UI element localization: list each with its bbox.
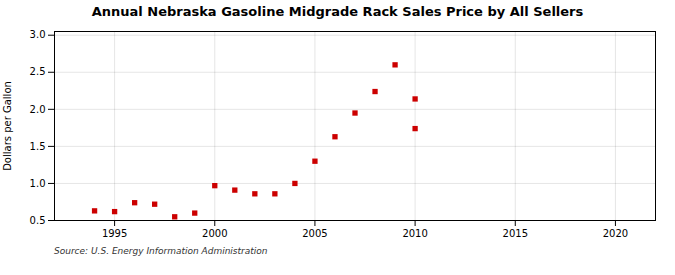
svg-text:2015: 2015 xyxy=(503,228,528,239)
svg-text:0.5: 0.5 xyxy=(30,215,46,226)
svg-text:3.0: 3.0 xyxy=(30,29,46,40)
svg-text:2.0: 2.0 xyxy=(30,104,46,115)
svg-text:2010: 2010 xyxy=(402,228,427,239)
svg-text:2020: 2020 xyxy=(603,228,628,239)
html-text:Annual Nebraska Gasoline Midgr: Annual Nebraska Gasoline Midgrade Rack S… xyxy=(91,4,584,19)
svg-text:1.5: 1.5 xyxy=(30,141,46,152)
svg-text:2005: 2005 xyxy=(302,228,327,239)
svg-text:2.5: 2.5 xyxy=(30,66,46,77)
svg-text:2000: 2000 xyxy=(202,228,227,239)
svg-text:Dollars per Gallon: Dollars per Gallon xyxy=(2,81,13,171)
html-text:Source: U.S. Energy Informatio: Source: U.S. Energy Information Administ… xyxy=(54,246,268,256)
svg-text:1.0: 1.0 xyxy=(30,178,46,189)
svg-text:1995: 1995 xyxy=(102,228,127,239)
